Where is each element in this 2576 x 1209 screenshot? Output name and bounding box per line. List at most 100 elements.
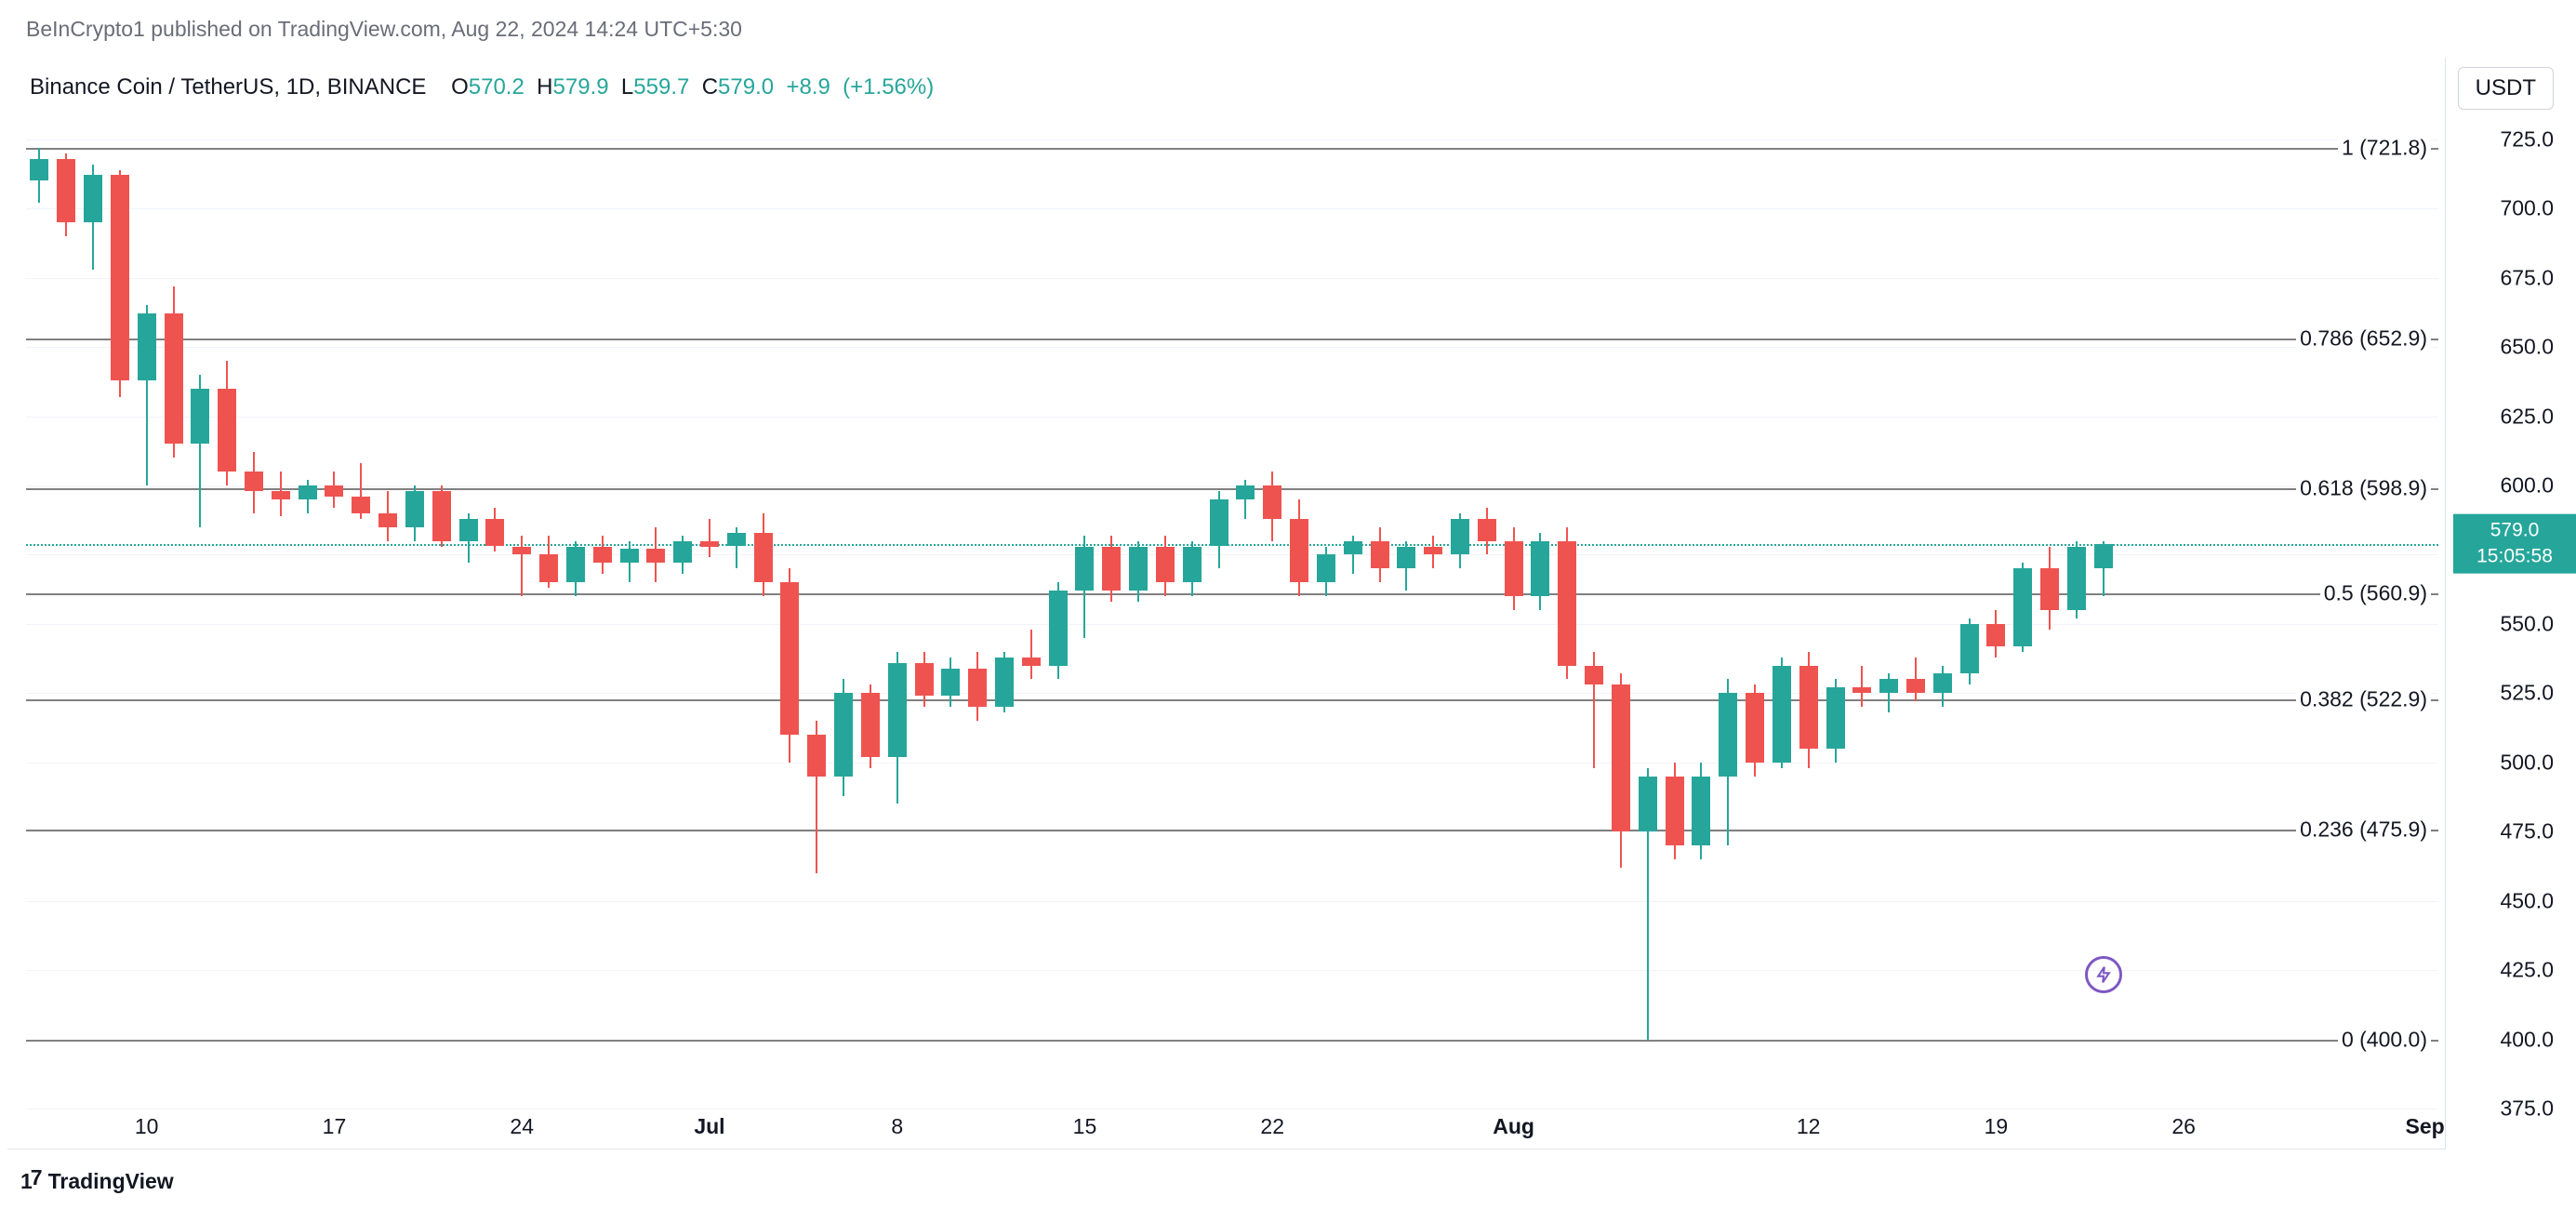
fib-level-label: 0 (400.0) (2338, 1027, 2431, 1052)
candle[interactable] (405, 112, 424, 1109)
candle[interactable] (378, 112, 397, 1109)
candle[interactable] (1344, 112, 1362, 1109)
candle[interactable] (566, 112, 585, 1109)
candle[interactable] (245, 112, 263, 1109)
candle[interactable] (1960, 112, 1979, 1109)
candle[interactable] (2067, 112, 2086, 1109)
candle[interactable] (1799, 112, 1818, 1109)
candle[interactable] (1558, 112, 1576, 1109)
candle[interactable] (700, 112, 719, 1109)
candle[interactable] (1129, 112, 1148, 1109)
candle[interactable] (1666, 112, 1684, 1109)
candle[interactable] (432, 112, 451, 1109)
candle[interactable] (646, 112, 665, 1109)
candle[interactable] (941, 112, 960, 1109)
quote-currency-badge[interactable]: USDT (2458, 67, 2554, 110)
candle[interactable] (2013, 112, 2032, 1109)
candle[interactable] (1102, 112, 1121, 1109)
candle[interactable] (459, 112, 478, 1109)
candle[interactable] (1746, 112, 1764, 1109)
candle[interactable] (1210, 112, 1228, 1109)
candle[interactable] (995, 112, 1014, 1109)
candle[interactable] (1371, 112, 1389, 1109)
candle[interactable] (191, 112, 209, 1109)
y-tick-label: 425.0 (2500, 958, 2554, 983)
flash-icon[interactable] (2085, 956, 2122, 993)
candle-body (325, 485, 343, 497)
candle-body (1960, 624, 1979, 674)
candle[interactable] (539, 112, 558, 1109)
candle[interactable] (272, 112, 290, 1109)
candle[interactable] (111, 112, 129, 1109)
candle[interactable] (754, 112, 773, 1109)
candle-body (2094, 544, 2113, 569)
candle[interactable] (512, 112, 531, 1109)
candle[interactable] (1022, 112, 1041, 1109)
candle[interactable] (1397, 112, 1415, 1109)
candle[interactable] (1236, 112, 1255, 1109)
candle[interactable] (1505, 112, 1523, 1109)
candle[interactable] (780, 112, 799, 1109)
current-price-flag: 579.015:05:58 (2453, 513, 2576, 574)
candle[interactable] (352, 112, 370, 1109)
candle[interactable] (1156, 112, 1175, 1109)
candle[interactable] (1263, 112, 1281, 1109)
candle[interactable] (218, 112, 236, 1109)
candle[interactable] (1906, 112, 1925, 1109)
candle[interactable] (1290, 112, 1308, 1109)
candle[interactable] (915, 112, 934, 1109)
candle[interactable] (673, 112, 692, 1109)
candle[interactable] (834, 112, 853, 1109)
candle[interactable] (1317, 112, 1335, 1109)
candle[interactable] (968, 112, 987, 1109)
candle[interactable] (1183, 112, 1202, 1109)
candle[interactable] (2040, 112, 2059, 1109)
candle[interactable] (620, 112, 639, 1109)
candle[interactable] (1075, 112, 1094, 1109)
candle[interactable] (299, 112, 317, 1109)
candle[interactable] (861, 112, 880, 1109)
candle[interactable] (1986, 112, 2005, 1109)
candle[interactable] (1451, 112, 1469, 1109)
candle[interactable] (1879, 112, 1898, 1109)
candle-body (1049, 591, 1068, 665)
y-tick-label: 400.0 (2500, 1027, 2554, 1052)
x-tick-label: 12 (1797, 1114, 1821, 1139)
candlestick-chart[interactable]: 1 (721.8)0.786 (652.9)0.618 (598.9)0.5 (… (26, 112, 2438, 1109)
candle[interactable] (1478, 112, 1496, 1109)
price-axis[interactable]: 375.0400.0425.0450.0475.0500.0525.0550.0… (2438, 112, 2576, 1109)
x-tick-label: Aug (1493, 1114, 1534, 1139)
candle[interactable] (807, 112, 826, 1109)
candle-body (1183, 547, 1202, 583)
candle[interactable] (57, 112, 75, 1109)
candle[interactable] (30, 112, 48, 1109)
candle-body (2040, 568, 2059, 610)
time-axis[interactable]: 101724Jul81522Aug121926Sep (26, 1114, 2438, 1142)
candle-body (459, 519, 478, 541)
candle[interactable] (485, 112, 504, 1109)
candle-body (1075, 547, 1094, 591)
candle[interactable] (593, 112, 612, 1109)
candle[interactable] (165, 112, 183, 1109)
candle[interactable] (1719, 112, 1737, 1109)
candle[interactable] (1531, 112, 1549, 1109)
candle[interactable] (84, 112, 102, 1109)
candle[interactable] (1612, 112, 1630, 1109)
candle[interactable] (1773, 112, 1791, 1109)
fib-level-label: 0.5 (560.9) (2320, 581, 2431, 606)
candle[interactable] (325, 112, 343, 1109)
candle[interactable] (1826, 112, 1845, 1109)
y-tick-label: 525.0 (2500, 681, 2554, 706)
candle[interactable] (138, 112, 156, 1109)
candle[interactable] (1049, 112, 1068, 1109)
candle[interactable] (1933, 112, 1952, 1109)
candle[interactable] (1424, 112, 1442, 1109)
candle[interactable] (727, 112, 746, 1109)
candle[interactable] (1852, 112, 1871, 1109)
candle[interactable] (1639, 112, 1657, 1109)
candle-body (1236, 485, 1255, 499)
candle-body (1317, 554, 1335, 582)
candle[interactable] (1692, 112, 1710, 1109)
candle[interactable] (1585, 112, 1603, 1109)
candle[interactable] (888, 112, 907, 1109)
